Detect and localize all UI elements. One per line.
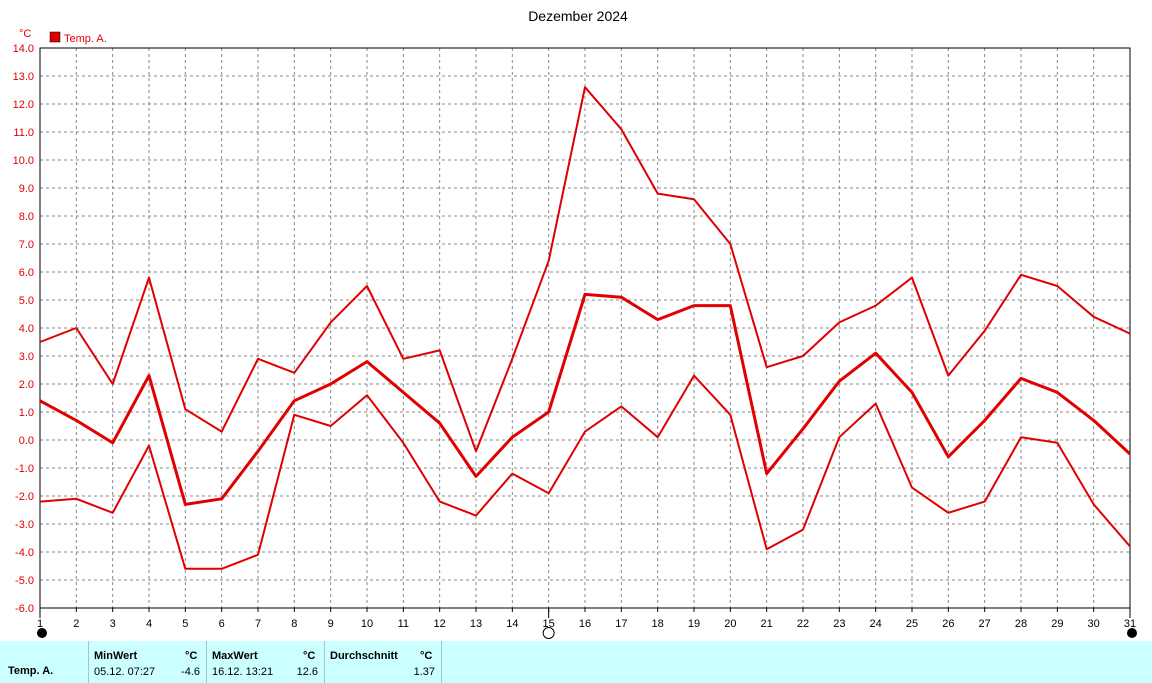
avg-label: Durchschnitt [330, 650, 398, 662]
y-tick-label: 5.0 [19, 295, 34, 307]
y-tick-label: 11.0 [13, 127, 34, 139]
x-tick-label: 11 [398, 618, 409, 630]
legend-swatch [49, 31, 61, 43]
series-line-avg [39, 292, 1132, 506]
y-tick-label: 9.0 [19, 183, 34, 195]
x-tick-label: 28 [1015, 618, 1027, 630]
max-datetime: 16.12. 13:21 [212, 666, 274, 678]
x-tick-label: 8 [291, 618, 297, 630]
x-tick-label: 18 [652, 618, 664, 630]
min-unit: °C [185, 650, 198, 662]
x-tick-label: 31 [1124, 618, 1136, 630]
y-tick-label: 4.0 [19, 323, 34, 335]
x-tick-label: 23 [833, 618, 845, 630]
x-tick-label: 14 [506, 618, 518, 630]
min-value: -4.6 [181, 666, 200, 678]
max-unit: °C [303, 650, 316, 662]
x-tick-label: 27 [979, 618, 991, 630]
min-datetime: 05.12. 07:27 [94, 666, 156, 678]
y-axis-unit: °C [19, 28, 31, 40]
plot-area-frame [39, 47, 1131, 609]
y-tick-label: 3.0 [19, 351, 34, 363]
x-tick-label: 10 [361, 618, 373, 630]
footer-series-name: Temp. A. [8, 665, 54, 677]
y-tick-label: -5.0 [15, 575, 34, 587]
series-line-max [39, 86, 1131, 453]
x-tick-label: 24 [870, 618, 882, 630]
temperature-chart: Dezember 2024 °C Temp. A. -6.0 -5.0 -4.0 -3… [13, 8, 1137, 639]
x-tick-label: 6 [219, 618, 225, 630]
x-tick-label: 17 [615, 618, 627, 630]
y-tick-label: 7.0 [19, 239, 34, 251]
chart-title: Dezember 2024 [528, 8, 628, 24]
x-tick-label: 4 [146, 618, 152, 630]
footer-max-cell: MaxWert °C 16.12. 13:21 12.6 [206, 641, 325, 683]
y-tick-label: 2.0 [19, 379, 34, 391]
y-tick-label: 10.0 [13, 155, 34, 167]
avg-unit: °C [420, 650, 433, 662]
x-tick-label: 19 [688, 618, 700, 630]
x-tick-label: 29 [1051, 618, 1063, 630]
x-tick-label: 7 [255, 618, 261, 630]
new-moon-icon [1127, 628, 1137, 638]
series-line-min [39, 374, 1131, 570]
full-moon-icon [542, 627, 555, 639]
x-tick-label: 22 [797, 618, 809, 630]
x-tick-label: 25 [906, 618, 918, 630]
statistics-footer: Temp. A. MinWert °C 05.12. 07:27 -4.6 Ma… [0, 641, 1152, 683]
x-tick-label: 20 [724, 618, 736, 630]
footer-series-cell: Temp. A. [0, 641, 89, 683]
y-tick-label: 6.0 [19, 267, 34, 279]
y-tick-label: -2.0 [15, 491, 34, 503]
y-tick-label: 8.0 [19, 211, 34, 223]
y-tick-label: 13.0 [13, 71, 34, 83]
x-tick-label: 12 [434, 618, 446, 630]
x-tick-label: 3 [110, 618, 116, 630]
y-tick-label: 0.0 [19, 435, 34, 447]
max-label: MaxWert [212, 650, 258, 662]
x-tick-label: 26 [942, 618, 954, 630]
new-moon-icon [37, 628, 47, 638]
y-tick-label: -1.0 [15, 463, 34, 475]
x-tick-label: 30 [1088, 618, 1100, 630]
x-tick-label: 5 [182, 618, 188, 630]
avg-value: 1.37 [413, 666, 435, 678]
x-tick-label: 16 [579, 618, 591, 630]
footer-min-cell: MinWert °C 05.12. 07:27 -4.6 [88, 641, 207, 683]
legend-label: Temp. A. [64, 33, 107, 45]
x-tick-label: 15 [543, 618, 555, 630]
y-tick-label: -3.0 [15, 519, 34, 531]
footer-avg-cell: Durchschnitt °C 1.37 [324, 641, 442, 683]
x-tick-label: 2 [73, 618, 79, 630]
x-tick-label: 13 [470, 618, 482, 630]
y-tick-label: 14.0 [13, 43, 34, 55]
y-tick-label: -6.0 [15, 603, 34, 615]
x-tick-label: 1 [37, 618, 43, 630]
x-tick-label: 21 [761, 618, 773, 630]
max-value: 12.6 [296, 666, 318, 678]
y-tick-label: -4.0 [15, 547, 34, 559]
y-tick-label: 12.0 [13, 99, 34, 111]
min-label: MinWert [94, 650, 138, 662]
x-tick-label: 9 [328, 618, 334, 630]
y-tick-label: 1.0 [19, 407, 34, 419]
